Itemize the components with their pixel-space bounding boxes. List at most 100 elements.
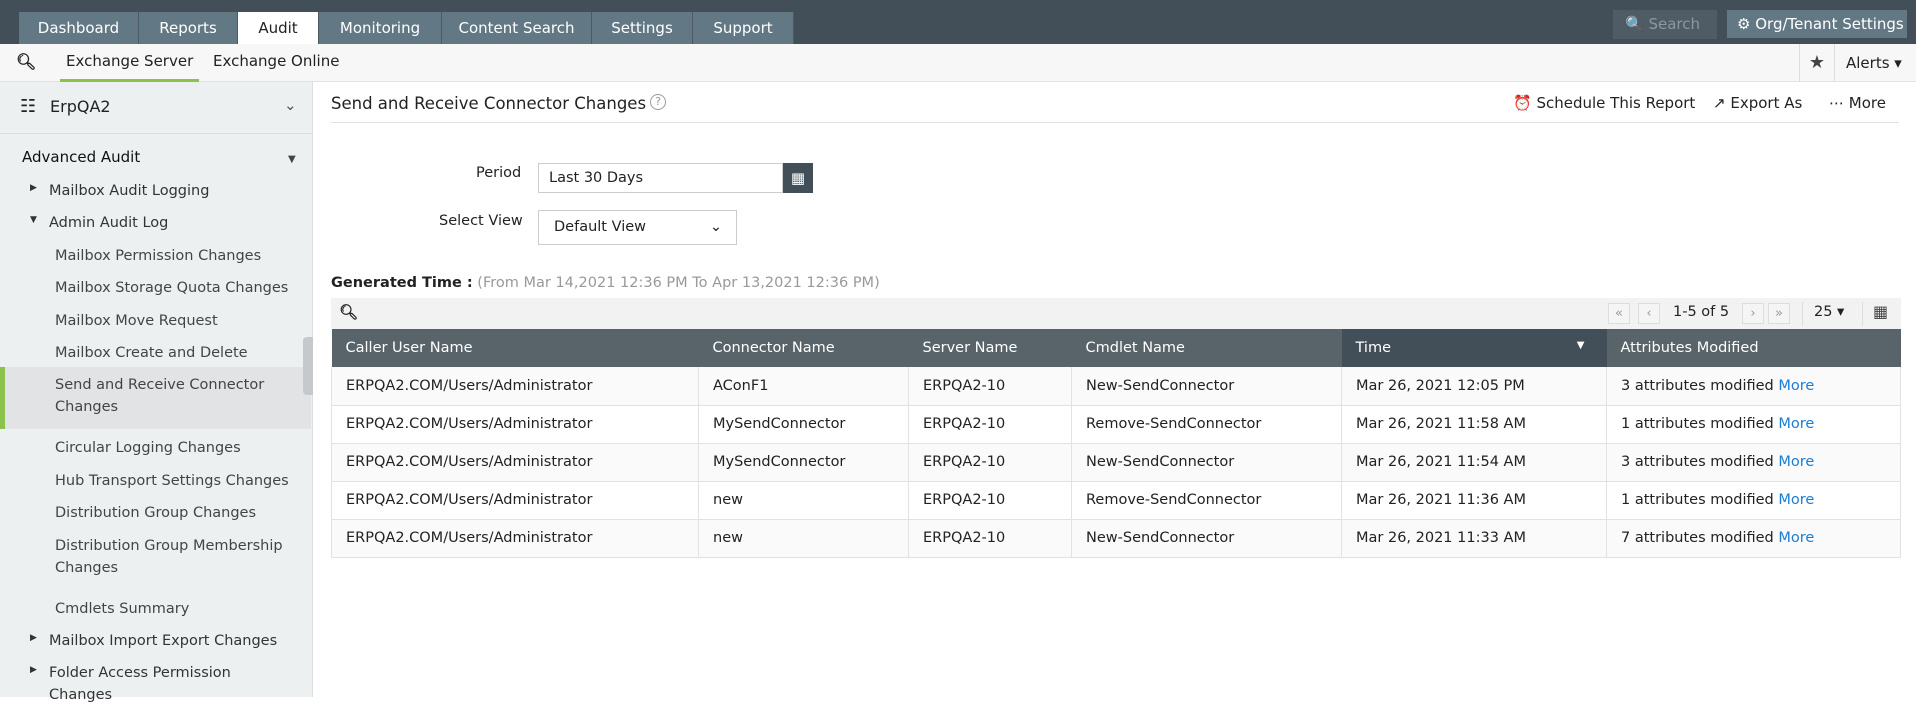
- sidebar-item[interactable]: Distribution Group Membership Changes: [55, 537, 283, 576]
- tab-dashboard[interactable]: Dashboard: [19, 12, 139, 44]
- divider: [1802, 302, 1803, 326]
- tab-audit[interactable]: Audit: [238, 12, 319, 44]
- next-page-button[interactable]: ›: [1742, 303, 1764, 324]
- divider: [331, 122, 1899, 123]
- schedule-report-button[interactable]: ⏰ Schedule This Report: [1513, 94, 1696, 112]
- pagination-info: 1-5 of 5: [1673, 304, 1730, 320]
- alarm-clock-icon: ⏰: [1513, 94, 1532, 112]
- column-header[interactable]: Attributes Modified: [1606, 329, 1901, 367]
- more-link[interactable]: More: [1778, 416, 1815, 432]
- sidebar-item[interactable]: Mailbox Permission Changes: [55, 247, 262, 264]
- sidebar-item[interactable]: Folder Access Permission Changes: [49, 665, 231, 704]
- table-row: ERPQA2.COM/Users/Administrator new ERPQA2-…: [331, 519, 1901, 558]
- export-as-button[interactable]: ↗ Export As: [1713, 94, 1803, 112]
- org-tenant-settings-button[interactable]: ⚙ Org/Tenant Settings: [1727, 10, 1907, 38]
- table-row: ERPQA2.COM/Users/Administrator AConF1 ERPQ…: [331, 367, 1901, 406]
- caret-down-icon[interactable]: ▼: [30, 215, 37, 226]
- table-cell: MySendConnector: [698, 443, 909, 482]
- tab-exchange-server[interactable]: Exchange Server: [60, 44, 200, 82]
- last-page-button[interactable]: »: [1768, 303, 1790, 324]
- tab-support[interactable]: Support: [693, 12, 794, 44]
- section-advanced-audit[interactable]: Advanced Audit: [22, 148, 141, 166]
- tab-settings[interactable]: Settings: [592, 12, 693, 44]
- page-size-select[interactable]: 25 ▾: [1814, 304, 1845, 320]
- domain-selector[interactable]: ☷ ErpQA2 ⌄: [0, 82, 312, 134]
- alerts-dropdown[interactable]: Alerts ▾: [1846, 54, 1902, 72]
- org-tree-icon: ☷: [20, 96, 37, 117]
- caret-right-icon[interactable]: ▶: [30, 633, 37, 643]
- sidebar-item[interactable]: Send and Receive Connector Changes: [55, 377, 265, 416]
- period-label: Period: [476, 165, 522, 181]
- sidebar-item[interactable]: Mailbox Audit Logging: [49, 183, 210, 199]
- table-cell: 7 attributes modified More: [1606, 519, 1901, 558]
- prev-page-button[interactable]: ‹: [1638, 303, 1660, 324]
- divider: [1862, 302, 1863, 326]
- tab-exchange-online[interactable]: Exchange Online: [213, 52, 340, 70]
- column-header[interactable]: Caller User Name: [331, 329, 699, 367]
- period-input[interactable]: Last 30 Days: [538, 163, 783, 193]
- column-header[interactable]: Server Name: [908, 329, 1072, 367]
- tab-reports[interactable]: Reports: [139, 12, 238, 44]
- tab-monitoring[interactable]: Monitoring: [319, 12, 442, 44]
- caret-right-icon[interactable]: ▶: [30, 183, 37, 193]
- sort-desc-icon[interactable]: ▼: [1576, 340, 1585, 351]
- select-view-label: Select View: [439, 213, 523, 229]
- sidebar-item[interactable]: Distribution Group Changes: [55, 505, 257, 522]
- column-header[interactable]: Cmdlet Name: [1071, 329, 1342, 367]
- table-cell: ERPQA2-10: [908, 405, 1072, 444]
- table-cell: new: [698, 481, 909, 520]
- tab-content-search[interactable]: Content Search: [442, 12, 592, 44]
- table-search-icon[interactable]: 🔍︎: [339, 303, 359, 321]
- search-filter-icon[interactable]: 🔍︎: [16, 52, 37, 71]
- search-icon: 🔍: [1625, 15, 1644, 33]
- table-cell: ERPQA2.COM/Users/Administrator: [331, 481, 699, 520]
- column-chooser-icon[interactable]: ▦: [1873, 302, 1889, 321]
- top-bar: Dashboard Reports Audit Monitoring Content S…: [0, 0, 1916, 44]
- table-cell: ERPQA2.COM/Users/Administrator: [331, 519, 699, 558]
- more-link[interactable]: More: [1778, 530, 1815, 546]
- table-cell: 1 attributes modified More: [1606, 481, 1901, 520]
- more-link[interactable]: More: [1778, 454, 1815, 470]
- sidebar-item[interactable]: Admin Audit Log: [49, 215, 169, 232]
- more-link[interactable]: More: [1778, 377, 1815, 394]
- chevron-down-icon: ⌄: [709, 219, 722, 235]
- selected-indicator: [0, 367, 311, 430]
- column-header[interactable]: Time ▼: [1341, 329, 1607, 367]
- table-cell: ERPQA2-10: [908, 367, 1072, 406]
- column-header[interactable]: Connector Name: [698, 329, 909, 367]
- view-select[interactable]: Default View ⌄: [538, 210, 737, 245]
- sidebar-item[interactable]: Mailbox Storage Quota Changes: [55, 280, 289, 297]
- sidebar-item[interactable]: Mailbox Import Export Changes: [49, 633, 278, 649]
- more-link[interactable]: More: [1778, 492, 1815, 508]
- help-icon[interactable]: ?: [650, 94, 666, 110]
- sidebar-item[interactable]: Cmdlets Summary: [55, 600, 190, 617]
- table-cell: 3 attributes modified More: [1606, 367, 1901, 406]
- favorite-star-icon[interactable]: ★: [1799, 44, 1835, 82]
- table-cell: Mar 26, 2021 12:05 PM: [1341, 367, 1607, 406]
- first-page-button[interactable]: «: [1608, 303, 1630, 324]
- sub-nav: 🔍︎ Exchange Server Exchange Online ★ Ale…: [0, 44, 1916, 82]
- calendar-icon[interactable]: ▦: [783, 163, 813, 193]
- sidebar-collapse-handle[interactable]: [303, 337, 313, 395]
- caret-right-icon[interactable]: ▶: [30, 665, 37, 676]
- table-cell: MySendConnector: [698, 405, 909, 444]
- table-cell: 1 attributes modified More: [1606, 405, 1901, 444]
- chevron-down-icon: ⌄: [284, 96, 297, 114]
- table-row: ERPQA2.COM/Users/Administrator MySendConn…: [331, 405, 1901, 444]
- table-cell: New-SendConnector: [1071, 367, 1342, 406]
- global-search[interactable]: 🔍 Search: [1613, 10, 1717, 39]
- more-button[interactable]: ⋯ More: [1829, 94, 1886, 112]
- table-cell: 3 attributes modified More: [1606, 443, 1901, 482]
- sidebar-item[interactable]: Hub Transport Settings Changes: [55, 472, 289, 489]
- table-cell: ERPQA2.COM/Users/Administrator: [331, 405, 699, 444]
- sidebar-item[interactable]: Circular Logging Changes: [55, 440, 241, 457]
- table-cell: ERPQA2-10: [908, 519, 1072, 558]
- table-row: ERPQA2.COM/Users/Administrator new ERPQA2-…: [331, 481, 1901, 520]
- sidebar-item[interactable]: Mailbox Move Request: [55, 312, 218, 329]
- table-cell: Mar 26, 2021 11:54 AM: [1341, 443, 1607, 482]
- export-icon: ↗: [1713, 94, 1726, 112]
- sidebar-item[interactable]: Mailbox Create and Delete: [55, 345, 248, 361]
- report-table: Caller User Name Connector Name Server Nam…: [331, 329, 1901, 558]
- table-cell: Mar 26, 2021 11:36 AM: [1341, 481, 1607, 520]
- page-title: Send and Receive Connector Changes: [331, 94, 647, 113]
